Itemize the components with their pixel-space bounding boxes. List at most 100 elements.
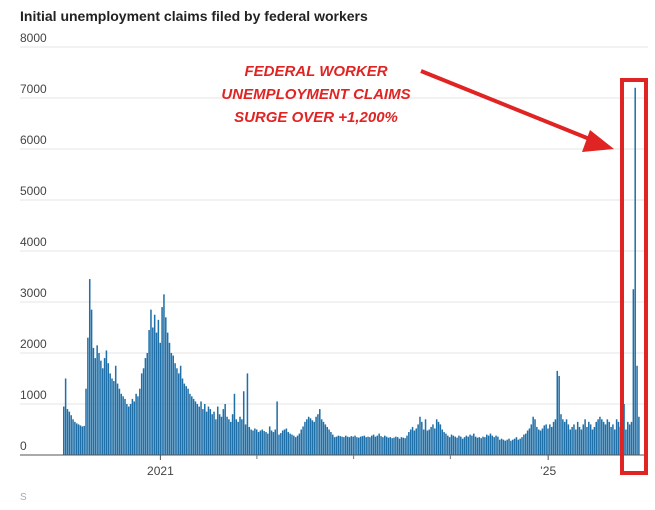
bar	[422, 429, 425, 455]
bar	[107, 363, 110, 455]
bar	[261, 429, 264, 455]
bar	[599, 416, 601, 455]
bar	[467, 436, 469, 455]
bar	[493, 437, 495, 455]
bar	[627, 421, 629, 455]
bar	[445, 433, 447, 455]
bar	[578, 426, 581, 455]
bar	[122, 396, 124, 455]
bar	[601, 419, 603, 455]
bar	[409, 429, 412, 455]
bar	[361, 436, 364, 455]
bar	[370, 435, 373, 455]
bar	[263, 431, 265, 455]
bar	[552, 421, 555, 455]
bar	[313, 421, 315, 455]
bar	[267, 433, 269, 455]
bar	[565, 419, 568, 455]
bar	[116, 383, 119, 455]
bar	[255, 429, 258, 455]
bar	[389, 437, 392, 455]
bar	[124, 398, 126, 455]
y-tick-label: 5000	[20, 184, 47, 198]
bar	[617, 421, 620, 455]
bar	[580, 429, 583, 455]
bar	[257, 432, 260, 455]
bar	[413, 430, 416, 455]
bar	[105, 350, 108, 455]
bar	[252, 430, 254, 455]
bar	[153, 314, 156, 455]
bar	[168, 342, 171, 455]
bar	[239, 416, 241, 455]
bar	[456, 437, 458, 455]
bar	[595, 421, 597, 455]
bar	[382, 437, 384, 455]
bar	[356, 437, 358, 455]
bar	[524, 433, 527, 455]
bar	[191, 396, 193, 455]
bar	[593, 426, 596, 455]
bar	[237, 421, 239, 455]
bar	[129, 404, 132, 455]
bar	[634, 87, 636, 456]
bar	[506, 439, 508, 455]
bar	[575, 429, 577, 455]
bar	[152, 327, 154, 455]
bar	[513, 438, 516, 455]
bar	[630, 421, 633, 455]
bar	[372, 434, 375, 455]
bar	[68, 411, 71, 455]
bar	[606, 419, 609, 455]
bar	[582, 424, 585, 455]
bar	[207, 406, 210, 455]
bar	[521, 437, 523, 455]
bar	[111, 378, 113, 455]
bar	[306, 419, 308, 455]
bar	[519, 438, 521, 455]
bar	[120, 393, 123, 455]
bar	[554, 419, 557, 455]
bar	[242, 391, 245, 455]
bar	[272, 432, 275, 455]
bar	[178, 373, 180, 455]
bar	[411, 426, 414, 455]
bar	[163, 294, 165, 455]
bar	[283, 429, 286, 455]
y-tick-label: 6000	[20, 133, 47, 147]
bar	[387, 437, 390, 455]
bar	[278, 434, 280, 455]
bar	[415, 428, 418, 455]
bar	[526, 430, 529, 455]
bar	[268, 426, 271, 455]
bar	[205, 411, 208, 455]
bar	[101, 368, 104, 455]
bar	[591, 429, 594, 455]
bar	[339, 436, 341, 455]
bar	[157, 319, 160, 455]
bar	[113, 381, 115, 455]
bar	[79, 425, 82, 455]
bar	[439, 424, 442, 455]
bar	[504, 440, 507, 455]
bar	[480, 438, 482, 455]
y-tick-label: 8000	[20, 31, 47, 45]
bar	[215, 419, 217, 455]
bar	[231, 414, 234, 455]
bar	[222, 409, 225, 455]
bar	[383, 435, 386, 455]
bar	[335, 436, 338, 455]
bar	[146, 353, 149, 455]
bar	[165, 317, 167, 455]
bar	[489, 433, 492, 455]
bar	[486, 434, 488, 455]
bar	[150, 309, 152, 455]
bar	[589, 424, 592, 455]
bar	[510, 440, 512, 455]
bar	[139, 388, 141, 455]
bar	[560, 414, 562, 455]
bar	[515, 437, 518, 455]
bar	[137, 396, 139, 455]
bar	[517, 439, 520, 455]
bar	[558, 375, 560, 455]
